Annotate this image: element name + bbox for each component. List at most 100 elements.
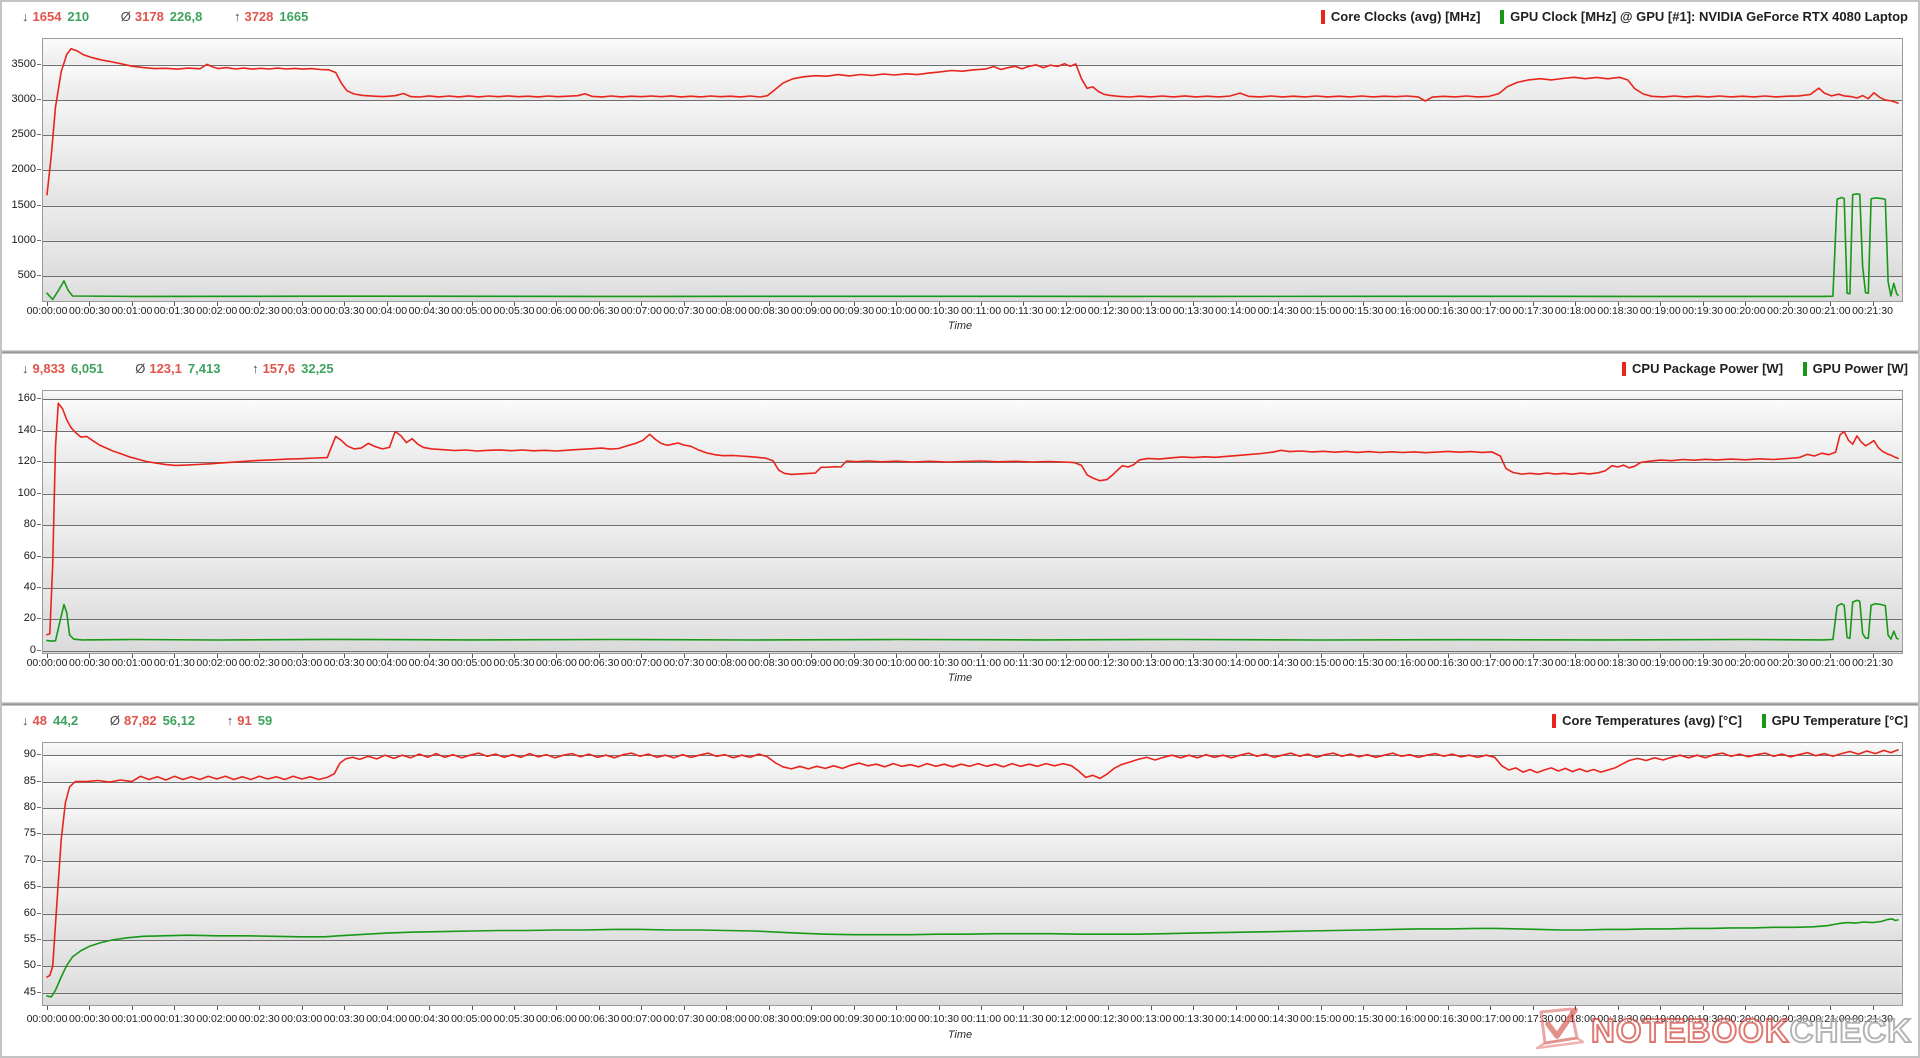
max-value-red: 91	[237, 713, 252, 728]
x-axis-tick-label: 00:13:00	[1130, 1013, 1172, 1025]
clocks-plot-area: 500 1000 1500 2000 2500 3000 3500	[12, 38, 1903, 306]
x-axis-tick-label: 00:19:30	[1682, 1013, 1724, 1025]
x-axis-tick-label: 00:20:30	[1767, 1013, 1809, 1025]
min-value-red: 48	[32, 713, 47, 728]
x-axis-title: Time	[947, 672, 973, 684]
y-axis-tick-label: 0	[2, 644, 41, 656]
watermark-notebook-text: NOTEBOOK	[1590, 1011, 1790, 1049]
x-axis-tick-label: 00:18:00	[1554, 657, 1596, 669]
x-axis-tick-label: 00:21:00	[1809, 657, 1851, 669]
temperature-x-axis-labels: 00:00:00 00:00:30 00:01:00 00:01:30 00:02:00…	[27, 1013, 1903, 1026]
x-axis-tick-label: 00:11:30	[1003, 657, 1044, 669]
watermark-check-text: CHECK	[1789, 1011, 1912, 1049]
y-axis-tick-label: 70	[2, 854, 41, 866]
x-axis-tick-label: 00:08:00	[705, 305, 747, 317]
max-symbol: ↑	[233, 9, 241, 24]
x-axis-tick-label: 00:18:30	[1597, 1013, 1639, 1025]
x-axis-tick-label: 00:00:00	[26, 305, 68, 317]
x-axis-tick-label: 00:20:00	[1724, 1013, 1766, 1025]
min-value-green: 44,2	[52, 713, 79, 728]
x-axis-tick-label: 00:00:00	[26, 657, 68, 669]
x-axis-tick-label: 00:06:00	[536, 305, 577, 317]
x-axis-tick-label: 00:14:00	[1215, 305, 1257, 317]
x-axis-tick-label: 00:12:00	[1045, 657, 1087, 669]
y-axis-tick-label: 20	[2, 612, 41, 624]
avg-symbol: Ø	[109, 713, 121, 728]
y-axis-tick-label: 75	[2, 827, 41, 839]
x-axis-tick-label: 00:17:00	[1470, 1013, 1511, 1025]
x-axis-tick-label: 00:00:30	[69, 305, 110, 317]
x-axis-tick-label: 00:07:30	[663, 305, 705, 317]
legend-label: GPU Clock [MHz] @ GPU [#1]: NVIDIA GeFor…	[1510, 9, 1908, 24]
y-axis-tick-label: 3000	[2, 93, 41, 105]
temperature-plot-area: 45 50 55 60 65 70 75 80 85 90	[24, 742, 1903, 1010]
y-axis-tick-label: 55	[2, 933, 41, 945]
x-axis-tick-label: 00:21:30	[1852, 657, 1893, 669]
clocks-stats-summary: ↓ 1654 210 Ø 3178 226,8 ↑ 3728 1665	[22, 9, 336, 24]
x-axis-tick-label: 00:09:30	[833, 657, 875, 669]
legend-label: GPU Power [W]	[1812, 361, 1908, 376]
x-axis-tick-label: 00:03:00	[281, 657, 323, 669]
avg-value-green: 226,8	[169, 9, 203, 24]
avg-value-green: 7,413	[187, 361, 221, 376]
x-axis-tick-label: 00:13:00	[1130, 657, 1172, 669]
x-axis-tick-label: 00:15:00	[1300, 657, 1342, 669]
x-axis-tick-label: 00:13:00	[1130, 305, 1172, 317]
avg-symbol: Ø	[120, 9, 131, 24]
x-axis-tick-label: 00:09:30	[833, 305, 875, 317]
min-symbol: ↓	[22, 9, 29, 24]
x-axis-tick-label: 00:18:30	[1597, 305, 1639, 317]
x-axis-tick-label: 00:21:30	[1852, 1013, 1893, 1025]
y-axis-tick-label: 3500	[2, 58, 41, 70]
y-axis-tick-label: 2500	[2, 128, 41, 140]
x-axis-tick-label: 00:04:30	[408, 305, 450, 317]
legend-label: CPU Package Power [W]	[1632, 361, 1784, 376]
x-axis-tick-label: 00:11:00	[960, 305, 1002, 317]
x-axis-tick-label: 00:12:00	[1045, 1013, 1087, 1025]
x-axis-tick-label: 00:04:30	[408, 1013, 450, 1025]
x-axis-tick-label: 00:10:30	[918, 305, 959, 317]
x-axis-tick-label: 00:01:30	[153, 657, 195, 669]
x-axis-tick-label: 00:00:00	[26, 1013, 68, 1025]
x-axis-tick-label: 00:19:00	[1639, 1013, 1681, 1025]
clocks-x-axis-labels: 00:00:00 00:00:30 00:01:00 00:01:30 00:02:00…	[27, 305, 1903, 318]
y-axis-tick-label: 85	[2, 775, 41, 787]
y-axis-tick-label: 40	[2, 581, 41, 593]
panel-divider	[2, 350, 1918, 354]
x-axis-tick-label: 00:19:30	[1682, 657, 1724, 669]
power-x-axis-labels: 00:00:00 00:00:30 00:01:00 00:01:30 00:02:00…	[27, 657, 1903, 670]
x-axis-tick-label: 00:14:00	[1215, 1013, 1257, 1025]
x-axis-tick-label: 00:16:00	[1385, 657, 1426, 669]
legend-swatch-green	[1761, 713, 1766, 728]
legend-swatch-red	[1552, 713, 1557, 728]
y-axis-tick-label: 500	[2, 269, 41, 281]
x-axis-tick-label: 00:01:00	[111, 657, 153, 669]
x-axis-tick-label: 00:12:30	[1087, 305, 1129, 317]
legend-swatch-red	[1622, 361, 1627, 376]
x-axis-tick-label: 00:01:30	[153, 1013, 195, 1025]
avg-value-red: 3178	[134, 9, 164, 24]
x-axis-tick-label: 00:03:00	[281, 1013, 323, 1025]
x-axis-title: Time	[947, 1029, 973, 1041]
notebookcheck-logo-icon	[1535, 1007, 1585, 1050]
x-axis-tick-label: 00:16:30	[1427, 1013, 1469, 1025]
y-axis-tick-label: 60	[2, 907, 41, 919]
x-axis-tick-label: 00:12:30	[1087, 657, 1129, 669]
min-value-red: 1654	[32, 9, 62, 24]
y-axis-tick-label: 45	[2, 986, 41, 998]
legend-swatch-green	[1802, 361, 1807, 376]
x-axis-tick-label: 00:08:00	[705, 1013, 747, 1025]
x-axis-tick-label: 00:15:00	[1300, 305, 1342, 317]
y-axis-tick-label: 120	[2, 455, 41, 467]
x-axis-tick-label: 00:16:00	[1385, 305, 1426, 317]
x-axis-tick-label: 00:21:00	[1809, 1013, 1851, 1025]
x-axis-tick-label: 00:21:00	[1809, 305, 1851, 317]
x-axis-tick-label: 00:03:00	[281, 305, 323, 317]
x-axis-tick-label: 00:02:30	[238, 305, 280, 317]
x-axis-tick-label: 00:03:30	[323, 305, 365, 317]
y-axis-tick-label: 140	[2, 424, 41, 436]
x-axis-tick-label: 00:09:00	[790, 657, 832, 669]
y-axis-tick-label: 50	[2, 959, 41, 971]
x-axis-tick-label: 00:04:00	[366, 1013, 408, 1025]
